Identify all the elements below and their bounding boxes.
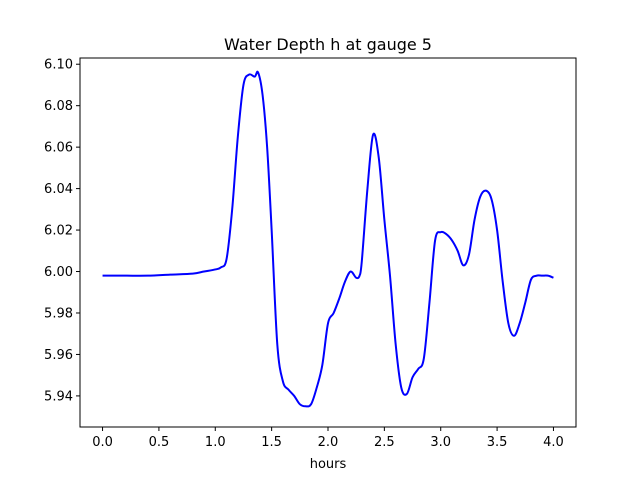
x-tick-label: 2.5 [374,435,395,450]
y-tick-label: 6.00 [44,265,73,280]
y-tick-label: 6.04 [44,182,73,197]
y-tick-label: 5.98 [44,306,73,321]
x-tick-label: 0.0 [92,435,113,450]
x-tick-label: 3.0 [430,435,451,450]
y-axis: 5.94 5.96 5.98 6.00 6.02 6.04 6.06 6.08 6.10 [44,58,80,404]
y-tick-label: 6.06 [44,141,73,156]
y-tick-label: 6.02 [44,224,73,239]
x-axis-label: hours [310,457,347,472]
x-tick-label: 4.0 [543,435,564,450]
x-tick-label: 3.5 [487,435,508,450]
axes-frame [79,57,577,428]
plot-area: 0.0 0.5 1.0 1.5 2.0 2.5 3.0 3.5 4.0 5.94 5.96 5.98… [44,57,577,450]
y-tick-label: 6.08 [44,99,73,114]
chart-title: Water Depth h at gauge 5 [224,35,432,54]
y-tick-label: 5.96 [44,348,73,363]
y-tick-label: 6.10 [44,58,73,73]
x-tick-label: 0.5 [149,435,170,450]
x-tick-label: 1.0 [205,435,226,450]
depth-series-line [102,70,554,408]
x-axis: 0.0 0.5 1.0 1.5 2.0 2.5 3.0 3.5 4.0 [92,427,564,450]
x-tick-label: 2.0 [318,435,339,450]
x-tick-label: 1.5 [261,435,282,450]
y-tick-label: 5.94 [44,389,73,404]
